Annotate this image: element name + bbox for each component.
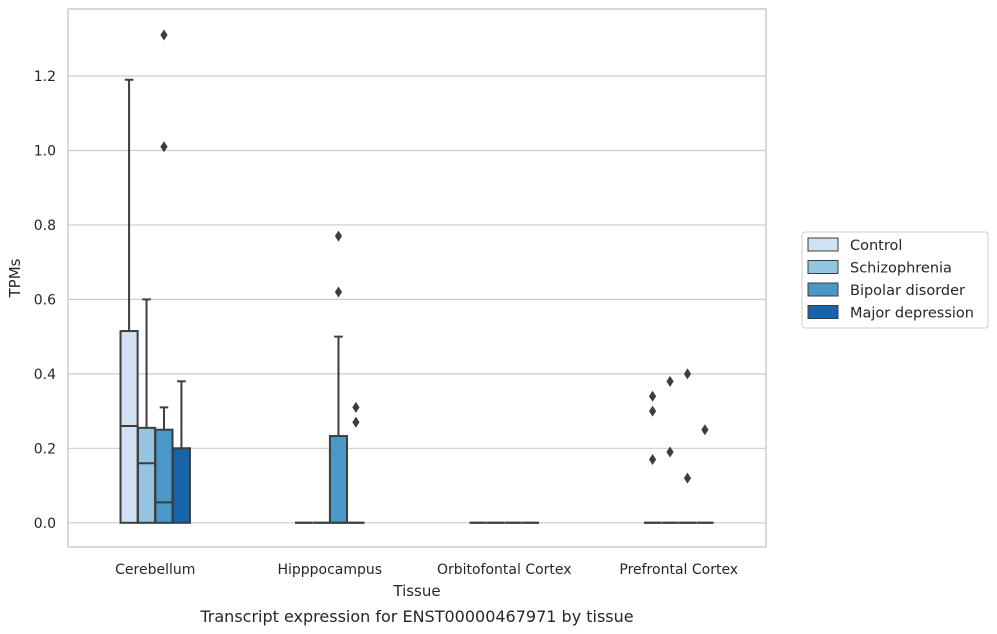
outlier-marker bbox=[160, 141, 168, 153]
outlier-marker bbox=[648, 454, 657, 466]
box-group bbox=[171, 380, 191, 524]
box-group bbox=[644, 390, 662, 524]
x-axis-ticks: Cerebellum Hipppocampus Orbitofontal Corte… bbox=[115, 562, 738, 578]
legend-frame bbox=[801, 231, 989, 329]
outlier-marker bbox=[160, 29, 168, 41]
legend-label: Major depression bbox=[850, 306, 974, 322]
x-axis-label: Tissue bbox=[392, 582, 440, 600]
box-group bbox=[136, 298, 157, 524]
y-tick-label: 1.2 bbox=[34, 69, 56, 85]
legend-label: Bipolar disorder bbox=[850, 283, 965, 299]
outlier-marker bbox=[334, 230, 343, 242]
box-group bbox=[678, 368, 697, 524]
y-tick-label: 0.2 bbox=[34, 441, 56, 457]
plot-area-frame bbox=[67, 8, 767, 548]
y-tick-label: 1.0 bbox=[34, 143, 56, 159]
outlier-marker bbox=[352, 401, 360, 413]
outlier-marker bbox=[666, 446, 674, 458]
y-axis-ticks: 0.0 0.2 0.4 0.6 0.8 1.0 1.2 bbox=[34, 69, 56, 532]
box-group bbox=[154, 29, 174, 524]
y-axis-label: TPMs bbox=[6, 258, 24, 298]
outlier-marker bbox=[683, 368, 692, 380]
outlier-marker bbox=[334, 286, 343, 298]
outlier-marker bbox=[683, 472, 692, 484]
legend: Control Schizophrenia Bipolar disorder Majo… bbox=[801, 231, 989, 329]
box-body bbox=[136, 426, 157, 524]
y-tick-label: 0.8 bbox=[34, 218, 56, 234]
x-tick-label: Cerebellum bbox=[115, 562, 195, 578]
box-body bbox=[171, 447, 191, 524]
box-group bbox=[347, 401, 365, 524]
outlier-marker bbox=[648, 405, 657, 417]
legend-swatch bbox=[807, 237, 839, 252]
legend-label: Schizophrenia bbox=[850, 261, 952, 277]
x-tick-label: Hipppocampus bbox=[277, 562, 382, 578]
outlier-marker bbox=[701, 424, 709, 436]
legend-swatch bbox=[807, 260, 839, 274]
box-plot-series bbox=[119, 29, 714, 524]
x-tick-label: Orbitofontal Cortex bbox=[437, 562, 572, 578]
legend-swatch bbox=[807, 282, 839, 297]
legend-swatch bbox=[807, 305, 839, 319]
y-tick-label: 0.0 bbox=[34, 516, 56, 532]
box-group bbox=[119, 78, 139, 524]
outlier-marker bbox=[666, 375, 674, 387]
box-group bbox=[328, 230, 349, 524]
box-body bbox=[154, 428, 174, 524]
box-group bbox=[661, 375, 679, 524]
outlier-marker bbox=[352, 416, 360, 428]
chart-caption: Transcript expression for ENST0000046797… bbox=[199, 607, 633, 626]
legend-label: Control bbox=[850, 238, 902, 254]
outlier-marker bbox=[648, 390, 657, 402]
y-tick-label: 0.6 bbox=[34, 292, 56, 308]
box-group bbox=[696, 424, 714, 524]
x-tick-label: Prefrontal Cortex bbox=[619, 562, 738, 578]
y-tick-label: 0.4 bbox=[34, 367, 56, 383]
box-body bbox=[328, 435, 349, 524]
